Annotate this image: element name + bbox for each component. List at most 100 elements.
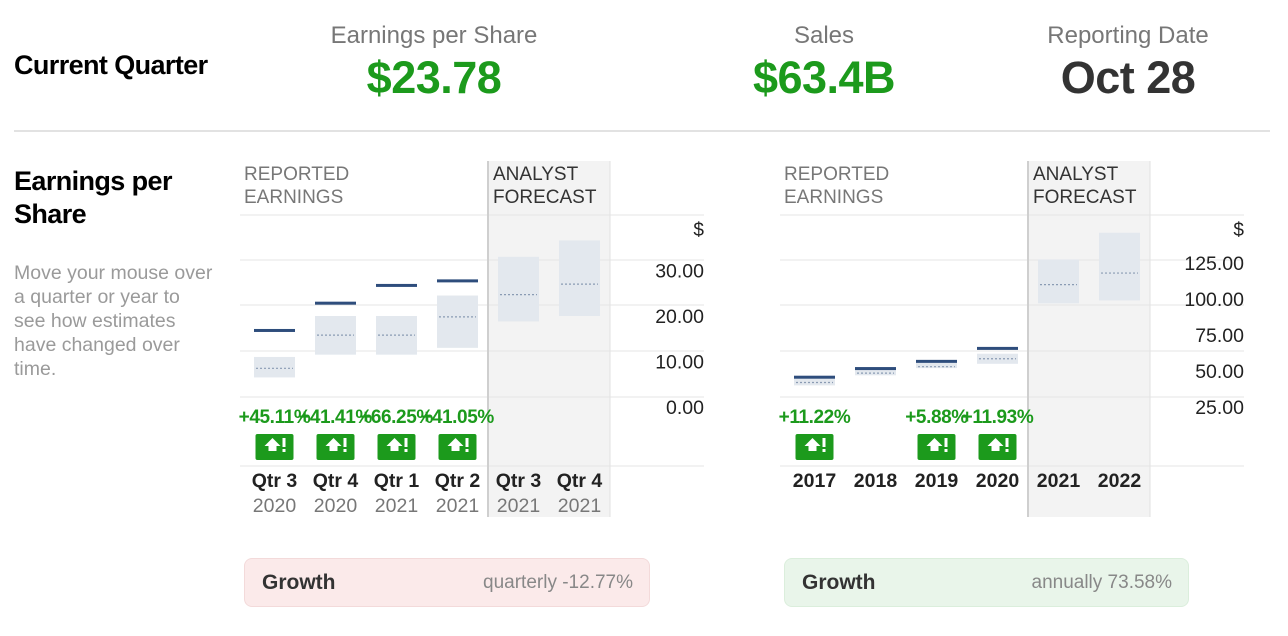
up-arrow-icon xyxy=(987,438,1004,451)
reported-earnings-label: REPORTED xyxy=(244,164,349,185)
estimate-range-bar xyxy=(559,240,600,316)
growth-title: Growth xyxy=(262,570,336,594)
reported-eps-marker xyxy=(254,328,295,332)
up-arrow-icon xyxy=(926,438,943,451)
up-arrow-icon xyxy=(447,438,464,451)
up-surprise-icon xyxy=(316,434,355,460)
estimate-range-bar xyxy=(498,256,539,322)
analyst-forecast-label: FORECAST xyxy=(493,187,597,208)
surprise-percent: +5.88% xyxy=(905,407,968,428)
y-tick-label: 75.00 xyxy=(1195,325,1244,347)
estimate-range-bar xyxy=(916,362,957,369)
quarterly-growth-value: quarterly -12.77% xyxy=(483,571,633,593)
estimate-range-bar xyxy=(977,353,1018,364)
exclamation-icon xyxy=(944,438,948,447)
up-surprise-icon xyxy=(377,434,416,460)
surprise-percent: +45.11% xyxy=(239,407,311,428)
eps-section-title: Earnings per Share xyxy=(14,165,172,231)
x-tick-label: 2017 xyxy=(793,470,836,492)
surprise-percent: +11.22% xyxy=(779,407,851,428)
estimate-range-bar xyxy=(855,369,896,376)
quarterly-growth-box: Growth quarterly -12.77% xyxy=(244,558,650,607)
chart-help-text: Move your mouse over a quarter or year t… xyxy=(14,262,213,380)
forecast-background xyxy=(488,161,610,517)
analyst-forecast-label: FORECAST xyxy=(1033,187,1137,208)
x-tick-year: 2021 xyxy=(375,495,418,517)
exclamation-dot-icon xyxy=(822,449,826,452)
exclamation-dot-icon xyxy=(465,449,469,452)
y-tick-label: 50.00 xyxy=(1195,361,1244,383)
currency-label: $ xyxy=(693,220,704,241)
estimate-range-bar xyxy=(437,295,478,348)
annual-growth-value: annually 73.58% xyxy=(1031,571,1173,593)
reported-earnings-label: EARNINGS xyxy=(244,187,343,208)
up-arrow-icon xyxy=(264,438,281,451)
x-tick-year: 2021 xyxy=(497,495,540,517)
exclamation-icon xyxy=(404,438,408,447)
reporting-date-label: Reporting Date xyxy=(1047,22,1209,49)
currency-label: $ xyxy=(1233,220,1244,241)
up-surprise-icon xyxy=(438,434,477,460)
reporting-date-value: Oct 28 xyxy=(1060,52,1196,103)
exclamation-dot-icon xyxy=(343,449,347,452)
y-tick-label: 0.00 xyxy=(666,397,704,419)
up-surprise-icon xyxy=(917,434,956,460)
up-surprise-icon xyxy=(255,434,294,460)
x-tick-year: 2020 xyxy=(253,495,297,517)
reported-eps-marker xyxy=(376,283,417,287)
exclamation-dot-icon xyxy=(404,449,408,452)
x-tick-label: Qtr 2 xyxy=(435,470,481,492)
reported-eps-marker xyxy=(855,367,896,371)
x-tick-label: Qtr 3 xyxy=(496,470,542,492)
x-tick-label: Qtr 1 xyxy=(374,470,420,492)
exclamation-icon xyxy=(822,438,826,447)
exclamation-dot-icon xyxy=(282,449,286,452)
eps-section-title-line2: Share xyxy=(14,199,87,229)
estimate-range-bar xyxy=(1099,232,1140,301)
y-tick-label: 100.00 xyxy=(1184,289,1244,311)
eps-label: Earnings per Share xyxy=(330,22,538,49)
surprise-percent: +11.93% xyxy=(962,407,1034,428)
exclamation-icon xyxy=(282,438,286,447)
up-arrow-icon xyxy=(386,438,403,451)
reported-eps-marker xyxy=(315,301,356,305)
x-tick-label: Qtr 3 xyxy=(252,470,298,492)
exclamation-icon xyxy=(1005,438,1009,447)
x-tick-label: 2022 xyxy=(1098,470,1142,492)
up-arrow-icon xyxy=(804,438,821,451)
x-tick-year: 2021 xyxy=(436,495,479,517)
x-tick-label: 2020 xyxy=(976,470,1020,492)
exclamation-icon xyxy=(343,438,347,447)
up-arrow-icon xyxy=(325,438,342,451)
surprise-percent: +41.41% xyxy=(299,407,372,428)
y-tick-label: 25.00 xyxy=(1195,397,1244,419)
forecast-background xyxy=(1028,161,1150,517)
reported-eps-marker xyxy=(916,359,957,363)
eps-value: $23.78 xyxy=(366,52,502,103)
y-tick-label: 30.00 xyxy=(655,261,704,283)
estimate-range-bar xyxy=(794,378,835,386)
analyst-forecast-label: ANALYST xyxy=(493,164,579,185)
up-surprise-icon xyxy=(978,434,1017,460)
x-tick-year: 2020 xyxy=(314,495,358,517)
y-tick-label: 125.00 xyxy=(1184,253,1244,275)
analyst-forecast-label: ANALYST xyxy=(1033,164,1119,185)
surprise-percent: +66.25% xyxy=(360,407,433,428)
current-quarter-heading: Current Quarter xyxy=(14,50,208,80)
growth-title: Growth xyxy=(802,570,876,594)
exclamation-dot-icon xyxy=(1005,449,1009,452)
x-tick-label: Qtr 4 xyxy=(313,470,359,492)
x-tick-label: 2021 xyxy=(1037,470,1081,492)
x-tick-label: 2019 xyxy=(915,470,959,492)
sales-value: $63.4B xyxy=(752,52,896,103)
exclamation-icon xyxy=(465,438,469,447)
annual-growth-box: Growth annually 73.58% xyxy=(784,558,1189,607)
estimate-range-bar xyxy=(254,356,295,378)
eps-section-title-line1: Earnings per xyxy=(14,166,172,196)
reported-eps-marker xyxy=(977,346,1018,350)
x-tick-label: 2018 xyxy=(854,470,898,492)
surprise-percent: +41.05% xyxy=(421,407,494,428)
y-tick-label: 10.00 xyxy=(655,352,704,374)
